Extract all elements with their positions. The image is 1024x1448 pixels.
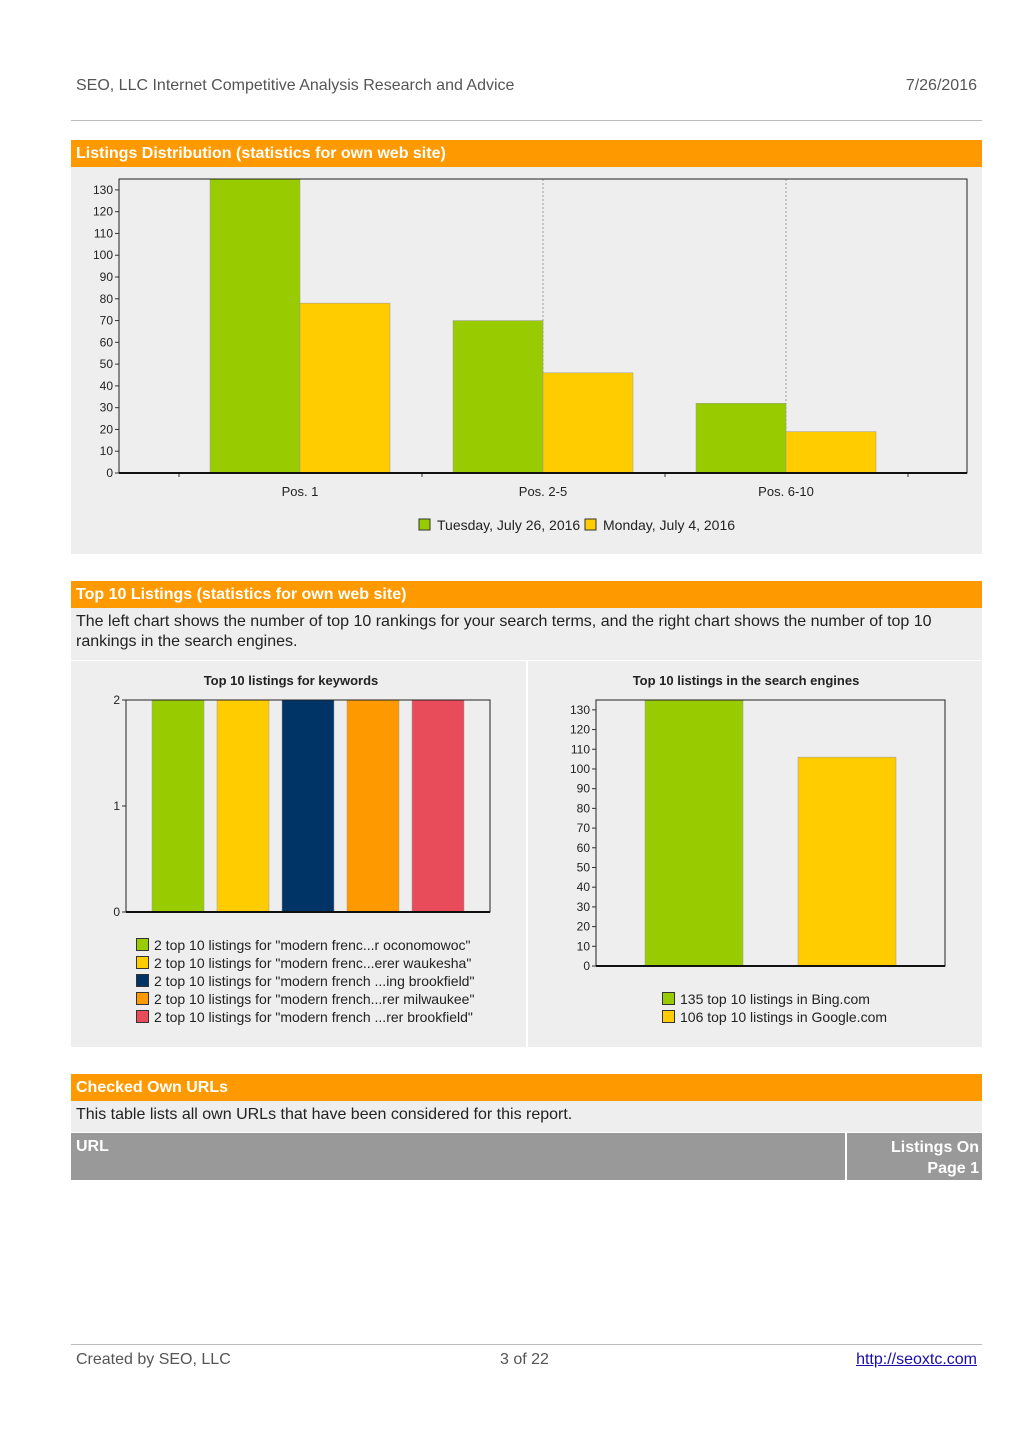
bar [216,699,270,913]
y-tick-label: 110 [571,742,590,756]
listings-distribution-chart: 0 10 20 30 40 50 60 70 80 90 100 110 120 130 Pos. 1 Pos… [93,178,968,533]
legend-label: 2 top 10 listings for "modern frenc...er… [154,955,472,971]
y-tick-label: 100 [570,762,590,776]
legend-label: 135 top 10 listings in Bing.com [680,991,870,1007]
bar [281,699,335,913]
section-title-top10: Top 10 Listings (statistics for own web … [71,581,982,608]
keywords-chart: Top 10 listings for keywords 0 1 2 [113,673,491,919]
report-date: 7/26/2016 [905,77,977,94]
legend-item: 2 top 10 listings for "modern french ...… [136,1008,473,1026]
y-tick-label: 90 [577,782,591,796]
bar [797,756,897,967]
column-header-listings[interactable]: Listings On Page 1 [847,1133,982,1180]
y-tick-label: 60 [100,335,114,349]
header-divider [71,120,982,121]
legend-label: Tuesday, July 26, 2016 [437,517,580,533]
legend-item: 2 top 10 listings for "modern french...r… [136,990,474,1008]
y-tick-label: 30 [577,900,591,914]
x-tick-label: Pos. 6-10 [758,484,814,499]
legend-item: 2 top 10 listings for "modern french ...… [136,972,474,990]
y-tick-label: 0 [583,959,590,973]
listings-distribution-panel: 0 10 20 30 40 50 60 70 80 90 100 110 120 130 Pos. 1 Pos… [71,167,982,554]
y-tick-label: 2 [113,693,120,707]
bar [299,302,391,474]
x-tick-label: Pos. 1 [282,484,319,499]
chart-title: Top 10 listings in the search engines [633,673,860,688]
footer-link[interactable]: http://seoxtc.com [856,1351,977,1368]
y-tick-label: 120 [570,723,590,737]
bar [695,403,787,474]
legend-label: 2 top 10 listings for "modern frenc...r … [154,937,471,953]
legend-swatch [136,956,149,969]
chart-title: Top 10 listings for keywords [204,673,379,688]
y-tick-label: 10 [100,444,114,458]
y-tick-label: 70 [100,314,114,328]
bar [209,178,301,474]
y-tick-label: 110 [94,226,113,240]
legend-label: 106 top 10 listings in Google.com [680,1009,888,1025]
page-number: 3 of 22 [500,1351,549,1368]
legend-label: 2 top 10 listings for "modern french ...… [154,1009,473,1025]
y-tick-label: 130 [570,703,590,717]
y-tick-label: 0 [106,466,113,480]
footer-divider [71,1344,982,1345]
section-title-listings-distribution: Listings Distribution (statistics for ow… [71,140,982,167]
y-tick-label: 100 [93,248,113,262]
x-tick-label: Pos. 2-5 [519,484,567,499]
bar [542,372,634,474]
bar [785,431,877,474]
bar [346,699,400,913]
legend-swatch [136,1010,149,1023]
y-tick-label: 70 [577,821,591,835]
legend-swatch [136,938,149,951]
keywords-chart-panel: Top 10 listings for keywords 0 1 2 2 top 10… [71,661,526,1047]
y-tick-label: 80 [100,292,114,306]
y-tick-label: 130 [93,183,113,197]
legend-item: 2 top 10 listings for "modern frenc...r … [136,936,471,954]
y-tick-label: 90 [100,270,114,284]
legend-item: 2 top 10 listings for "modern frenc...er… [136,954,471,972]
bar [644,699,744,967]
bar [151,699,205,913]
legend-swatch [136,992,149,1005]
column-header-url[interactable]: URL [71,1133,845,1180]
report-title: SEO, LLC Internet Competitive Analysis R… [76,77,515,94]
y-tick-label: 80 [577,801,591,815]
legend-label: 2 top 10 listings for "modern french ...… [154,973,475,989]
y-tick-label: 20 [577,920,591,934]
legend-swatch [584,518,597,531]
section-title-checked-urls: Checked Own URLs [71,1074,982,1101]
y-tick-label: 0 [113,905,120,919]
bar [452,320,544,474]
legend-swatch [662,992,675,1005]
legend-swatch [136,974,149,987]
y-tick-label: 120 [93,205,113,219]
y-tick-label: 50 [577,860,591,874]
y-tick-label: 20 [100,422,114,436]
urls-table-header: URL Listings On Page 1 [71,1133,982,1180]
y-tick-label: 30 [100,401,114,415]
legend-swatch [418,518,431,531]
engines-chart: Top 10 listings in the search engines 0 10… [570,673,946,973]
y-tick-label: 10 [577,939,591,953]
legend-swatch [662,1010,675,1023]
y-tick-label: 50 [100,357,114,371]
legend-item: 106 top 10 listings in Google.com [662,1008,887,1026]
footer-credit: Created by SEO, LLC [76,1351,231,1368]
engines-chart-panel: Top 10 listings in the search engines 0 10… [528,661,982,1047]
top10-description: The left chart shows the number of top 1… [71,608,982,660]
legend-label: Monday, July 4, 2016 [603,517,735,533]
y-tick-label: 40 [100,379,114,393]
y-tick-label: 60 [577,841,591,855]
y-tick-label: 40 [577,880,591,894]
legend-item: 135 top 10 listings in Bing.com [662,990,870,1008]
checked-urls-description: This table lists all own URLs that have … [71,1101,982,1132]
legend-label: 2 top 10 listings for "modern french...r… [154,991,475,1007]
y-tick-label: 1 [113,799,120,813]
bar [411,699,465,913]
